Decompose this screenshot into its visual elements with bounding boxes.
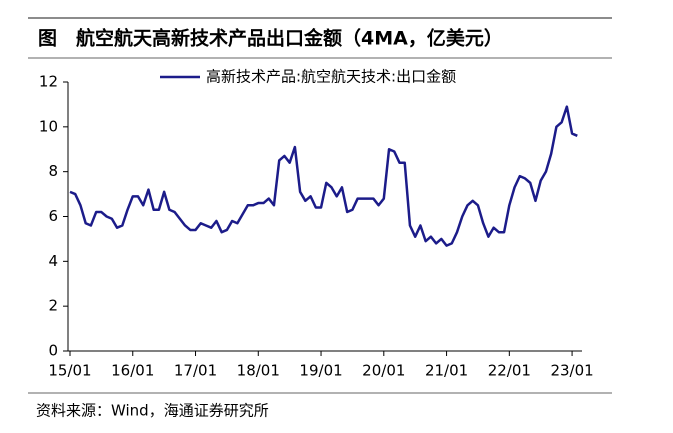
x-tick-label: 16/01 <box>111 362 154 380</box>
y-tick-label: 0 <box>48 342 58 360</box>
x-tick-label: 23/01 <box>550 362 593 380</box>
source: 资料来源：Wind，海通证券研究所 <box>36 402 269 420</box>
x-tick-label: 21/01 <box>425 362 468 380</box>
x-tick-label: 18/01 <box>237 362 280 380</box>
x-tick-label: 15/01 <box>48 362 91 380</box>
y-tick-label: 4 <box>48 252 58 270</box>
x-tick-label: 17/01 <box>174 362 217 380</box>
chart-title: 图 航空航天高新技术产品出口金额（4MA，亿美元） <box>38 27 503 50</box>
x-tick-label: 19/01 <box>299 362 342 380</box>
series-line <box>69 105 578 247</box>
y-tick-label: 10 <box>39 117 58 135</box>
y-tick-label: 6 <box>48 207 58 225</box>
y-tick-label: 12 <box>39 73 58 91</box>
x-tick-label: 20/01 <box>362 362 405 380</box>
legend-label: 高新技术产品:航空航天技术:出口金额 <box>206 68 456 86</box>
x-tick-label: 22/01 <box>488 362 531 380</box>
y-tick-label: 2 <box>48 297 58 315</box>
y-tick-label: 8 <box>48 162 58 180</box>
